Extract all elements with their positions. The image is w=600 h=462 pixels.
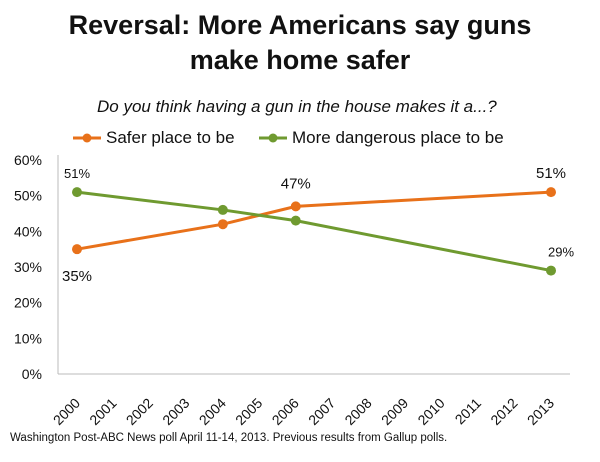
- chart-title-line-1: Reversal: More Americans say guns: [68, 10, 532, 40]
- data-point: [290, 201, 301, 212]
- y-tick-label: 0%: [22, 366, 42, 382]
- x-tick-label: 2002: [123, 395, 156, 428]
- chart-title-line-2: make home safer: [189, 45, 411, 75]
- data-label: 51%: [536, 165, 566, 182]
- y-tick-label: 10%: [14, 330, 42, 346]
- x-tick-label: 2001: [86, 395, 119, 428]
- y-tick-label: 50%: [14, 188, 42, 204]
- legend-label-dangerous: More dangerous place to be: [292, 128, 504, 147]
- data-label: 47%: [281, 175, 311, 192]
- x-tick-label: 2003: [159, 395, 192, 428]
- data-label: 35%: [62, 268, 92, 285]
- x-tick-label: 2005: [232, 395, 265, 428]
- data-point: [290, 215, 301, 226]
- legend-marker-safer: [73, 133, 101, 143]
- x-tick-label: 2004: [196, 395, 229, 428]
- y-tick-label: 30%: [14, 259, 42, 275]
- data-point: [72, 244, 82, 255]
- source-note: Washington Post-ABC News poll April 11-1…: [10, 432, 448, 444]
- legend-label-safer: Safer place to be: [106, 128, 235, 147]
- x-tick-label: 2000: [50, 395, 83, 428]
- y-tick-label: 20%: [14, 295, 42, 311]
- x-tick-label: 2012: [487, 395, 520, 428]
- x-tick-label: 2011: [452, 395, 485, 428]
- x-tick-label: 2008: [341, 395, 374, 428]
- x-tick-label: 2010: [414, 395, 447, 428]
- data-label: 29%: [548, 245, 574, 260]
- y-tick-label: 40%: [14, 223, 42, 239]
- data-label: 51%: [64, 166, 90, 181]
- legend-item-dangerous: More dangerous place to be: [258, 128, 504, 148]
- legend-marker-dangerous: [259, 133, 287, 143]
- x-tick-label: 2009: [378, 395, 411, 428]
- data-point: [217, 219, 228, 230]
- chart-subtitle: Do you think having a gun in the house m…: [97, 97, 497, 116]
- series-line-dangerous: [76, 190, 552, 273]
- y-tick-label: 60%: [14, 152, 42, 168]
- data-point: [217, 204, 228, 215]
- legend-item-safer: Safer place to be: [72, 128, 235, 148]
- data-point: [546, 265, 556, 276]
- data-point: [546, 187, 556, 198]
- data-point: [72, 187, 82, 198]
- x-tick-label: 2007: [305, 395, 338, 428]
- x-tick-label: 2006: [269, 395, 302, 428]
- x-tick-label: 2013: [524, 395, 557, 428]
